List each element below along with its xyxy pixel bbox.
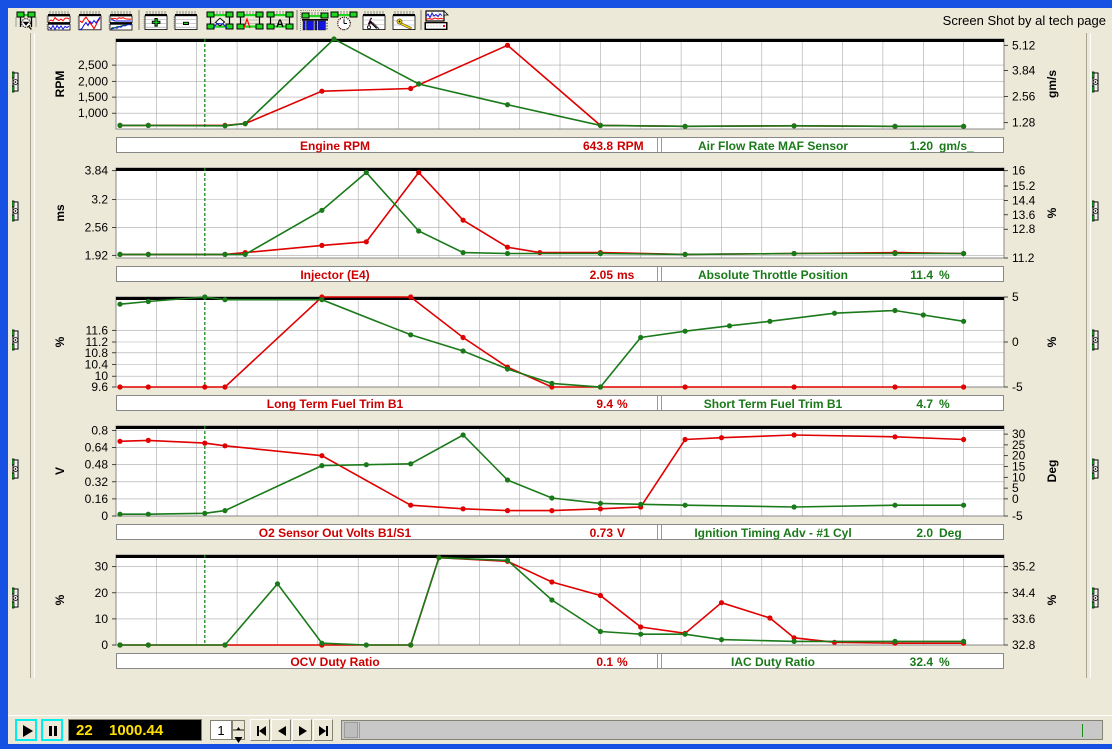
svg-text:0.16: 0.16 bbox=[85, 492, 109, 506]
svg-text:120: 120 bbox=[591, 33, 609, 35]
svg-text:11.2: 11.2 bbox=[1012, 251, 1035, 265]
svg-text:%: % bbox=[53, 594, 67, 605]
svg-text:ms: ms bbox=[53, 204, 67, 222]
svg-text:A: A bbox=[276, 18, 284, 30]
svg-text:10: 10 bbox=[150, 33, 162, 35]
svg-text:34.4: 34.4 bbox=[1012, 586, 1036, 600]
svg-text:30: 30 bbox=[231, 33, 243, 35]
svg-text:90: 90 bbox=[473, 33, 485, 35]
svg-text:13.6: 13.6 bbox=[1012, 208, 1036, 222]
svg-text:3.84: 3.84 bbox=[85, 164, 109, 178]
svg-text:2.56: 2.56 bbox=[85, 220, 109, 234]
svg-text:0.64: 0.64 bbox=[85, 441, 109, 455]
svg-text:%: % bbox=[53, 336, 67, 347]
svg-text:33.6: 33.6 bbox=[1012, 612, 1036, 626]
svg-text:2,000: 2,000 bbox=[78, 74, 108, 88]
svg-text:0.32: 0.32 bbox=[85, 475, 109, 489]
svg-text:-5: -5 bbox=[1012, 509, 1023, 523]
svg-text:140: 140 bbox=[672, 33, 690, 35]
svg-text:0.8: 0.8 bbox=[91, 424, 108, 438]
svg-text:160: 160 bbox=[753, 33, 771, 35]
svg-text:14.4: 14.4 bbox=[1012, 193, 1036, 207]
svg-text:170: 170 bbox=[793, 33, 811, 35]
svg-text:1,000: 1,000 bbox=[78, 106, 108, 120]
svg-text:35.2: 35.2 bbox=[1012, 560, 1036, 574]
svg-text:11.6: 11.6 bbox=[86, 323, 109, 337]
svg-text:150: 150 bbox=[712, 33, 730, 35]
svg-text:1.92: 1.92 bbox=[85, 248, 109, 262]
svg-text:16: 16 bbox=[1012, 164, 1026, 178]
svg-text:190: 190 bbox=[874, 33, 892, 35]
svg-text:32.8: 32.8 bbox=[1012, 638, 1036, 652]
svg-text:%: % bbox=[1045, 594, 1059, 605]
svg-text:20: 20 bbox=[191, 33, 203, 35]
svg-text:60: 60 bbox=[352, 33, 364, 35]
svg-text:10: 10 bbox=[95, 612, 109, 626]
svg-text:30: 30 bbox=[95, 560, 109, 574]
svg-text:80: 80 bbox=[433, 33, 445, 35]
svg-text:70: 70 bbox=[392, 33, 404, 35]
svg-text:210: 210 bbox=[954, 33, 972, 35]
svg-text:50: 50 bbox=[312, 33, 324, 35]
svg-text:20: 20 bbox=[95, 586, 109, 600]
svg-text:1,500: 1,500 bbox=[78, 90, 108, 104]
svg-text:3.84: 3.84 bbox=[1012, 64, 1036, 78]
svg-text:1.28: 1.28 bbox=[1012, 116, 1036, 130]
svg-text:5: 5 bbox=[1012, 291, 1019, 304]
svg-text:3.2: 3.2 bbox=[91, 193, 108, 207]
svg-text:0: 0 bbox=[101, 638, 108, 652]
svg-text:2.56: 2.56 bbox=[1012, 90, 1036, 104]
svg-text:2,500: 2,500 bbox=[78, 58, 108, 72]
svg-text:100: 100 bbox=[510, 33, 528, 35]
svg-text:110: 110 bbox=[551, 33, 569, 35]
svg-text:200: 200 bbox=[914, 33, 932, 35]
svg-text:-5: -5 bbox=[1012, 380, 1023, 394]
svg-text:5.12: 5.12 bbox=[1012, 38, 1036, 52]
svg-text:V: V bbox=[53, 467, 67, 475]
svg-text:15.2: 15.2 bbox=[1012, 179, 1036, 193]
svg-text:40: 40 bbox=[271, 33, 283, 35]
svg-text:%: % bbox=[1045, 336, 1059, 347]
svg-text:30: 30 bbox=[1012, 427, 1026, 441]
svg-text:gm/s: gm/s bbox=[1045, 70, 1059, 98]
svg-text:%: % bbox=[1045, 207, 1059, 218]
svg-text:Deg: Deg bbox=[1045, 460, 1059, 483]
svg-text:RPM: RPM bbox=[53, 71, 67, 98]
svg-text:12.8: 12.8 bbox=[1012, 222, 1036, 236]
svg-text:0: 0 bbox=[101, 509, 108, 523]
svg-text:180: 180 bbox=[833, 33, 851, 35]
svg-text:0: 0 bbox=[1012, 335, 1019, 349]
svg-text:130: 130 bbox=[632, 33, 650, 35]
svg-text:0.48: 0.48 bbox=[85, 458, 109, 472]
